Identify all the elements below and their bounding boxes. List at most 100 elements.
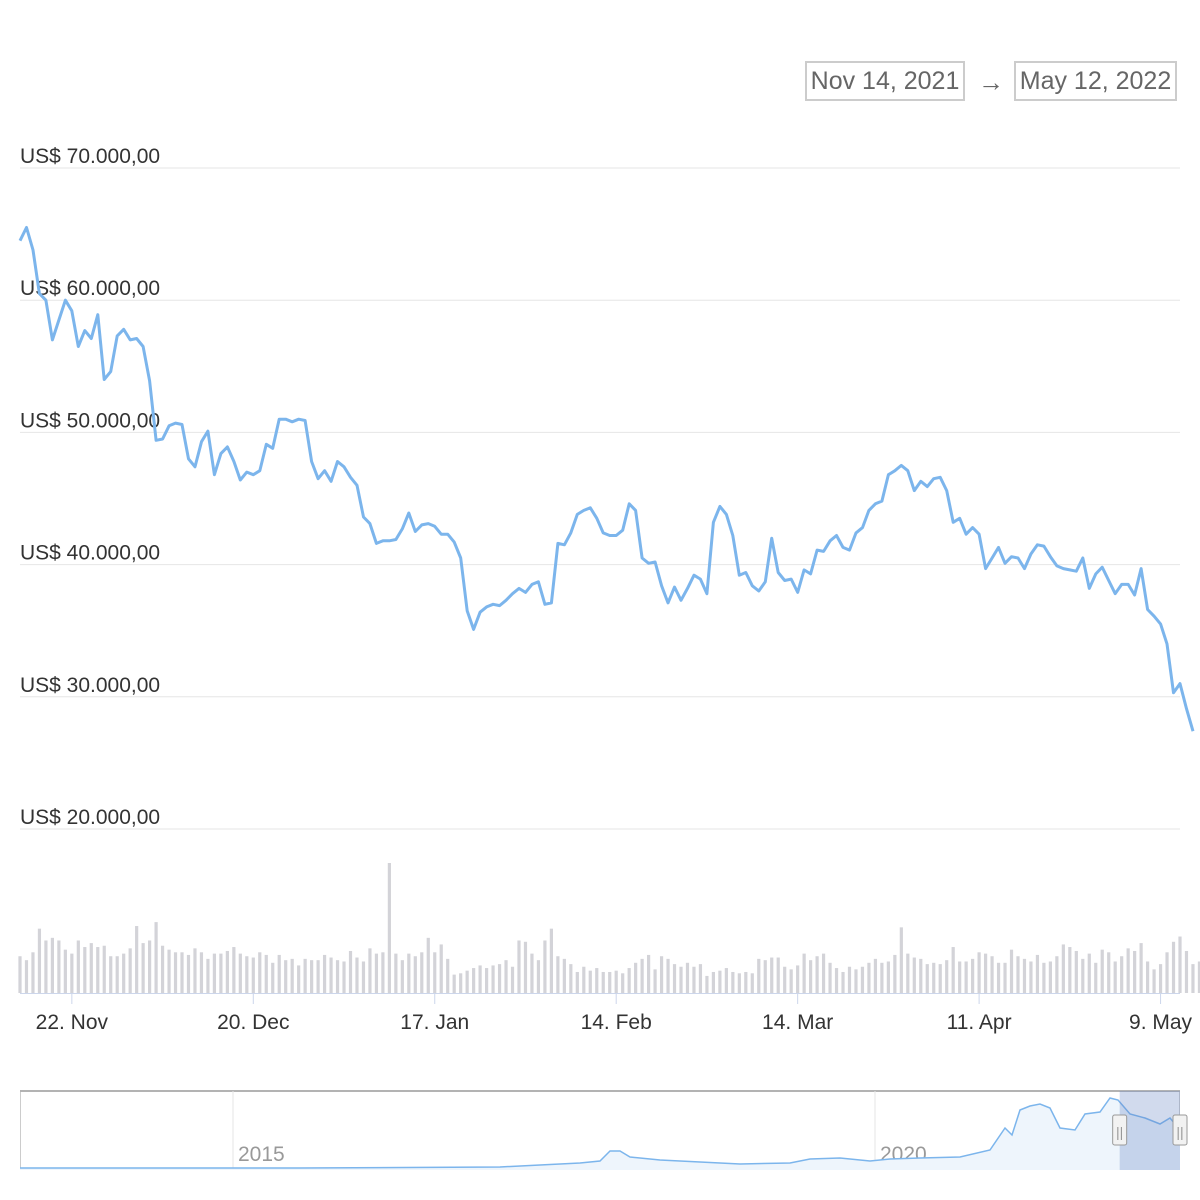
volume-bar (1048, 961, 1052, 993)
volume-bar (1145, 961, 1150, 993)
volume-bar (141, 943, 145, 993)
handle-grip-icon: || (1176, 1124, 1183, 1140)
volume-bar (446, 958, 450, 993)
volume-bar (724, 968, 728, 993)
volume-bar (329, 957, 333, 993)
volume-bar (750, 973, 754, 993)
y-tick-label: US$ 50.000,00 (20, 409, 160, 432)
volume-bar (232, 947, 236, 993)
y-tick-label: US$ 30.000,00 (20, 674, 160, 697)
volume-bar (1133, 950, 1137, 993)
volume-bar (562, 958, 566, 993)
volume-bar (387, 863, 391, 993)
volume-bar (245, 956, 249, 993)
volume-bar (621, 973, 625, 993)
volume-bar (1022, 958, 1027, 993)
volume-bar (271, 962, 275, 993)
volume-bar (647, 954, 651, 993)
volume-bar (1197, 961, 1200, 993)
grid-lines (20, 167, 1180, 830)
volume-bar (1126, 948, 1130, 993)
volume-bar (128, 948, 132, 993)
volume-bar (1042, 962, 1046, 993)
volume-bar (1120, 956, 1124, 993)
y-axis-labels: US$ 70.000,00 US$ 60.000,00 US$ 50.000,00 U… (20, 145, 160, 829)
volume-bar (407, 953, 411, 993)
volume-bar (692, 966, 696, 993)
volume-bar (186, 954, 191, 993)
volume-bar (199, 952, 204, 993)
volume-bar (983, 953, 988, 993)
volume-bar (1068, 947, 1072, 993)
volume-bar (83, 947, 87, 993)
volume-bar (31, 952, 35, 993)
volume-bar (847, 966, 852, 993)
volume-bar (264, 954, 268, 993)
volume-bar (459, 973, 463, 993)
handle-box (1112, 1114, 1128, 1146)
navigator-selection (1119, 1091, 1180, 1170)
y-tick-label: US$ 70.000,00 (20, 145, 160, 168)
volume-bar (478, 965, 482, 993)
range-from-input[interactable]: Nov 14, 2021 (805, 61, 965, 101)
volume-bar (335, 960, 340, 993)
volume-bar (400, 960, 404, 993)
volume-bar (154, 922, 158, 993)
volume-bar (1055, 956, 1059, 993)
navigator-left-handle[interactable]: || (1112, 1114, 1128, 1146)
volume-bar (1191, 964, 1195, 993)
volume-bar (1087, 953, 1091, 993)
volume-bar (556, 956, 560, 993)
volume-bar (193, 948, 197, 993)
volume-bar (102, 945, 106, 993)
volume-bar (737, 973, 741, 993)
volume-bar (115, 956, 119, 993)
volume-bar (886, 961, 890, 993)
volume-bar (1165, 952, 1169, 993)
volume-bar (536, 960, 541, 993)
range-to-input[interactable]: May 12, 2022 (1014, 61, 1177, 101)
price-series[interactable] (18, 226, 1195, 732)
volume-bar (932, 962, 936, 993)
volume-bar (569, 964, 573, 993)
handle-grip-icon: || (1116, 1124, 1123, 1140)
volume-bar (109, 956, 113, 993)
volume-bar (225, 950, 229, 993)
volume-bar (906, 953, 910, 993)
volume-bar (990, 956, 994, 993)
volume-bar (160, 945, 165, 993)
x-tick-label: 14. Feb (581, 1011, 652, 1034)
volume-bar (1107, 952, 1111, 993)
volume-bar (757, 958, 761, 993)
volume-bar (439, 944, 443, 993)
volume-bar (348, 950, 353, 993)
volume-bar (167, 949, 171, 993)
volume-bar (698, 964, 703, 993)
volume-bar (251, 957, 255, 993)
volume-bar (420, 952, 424, 993)
y-tick-label: US$ 40.000,00 (20, 542, 160, 565)
volume-bar (549, 928, 553, 993)
volume-bar (510, 966, 515, 993)
volume-bar (971, 958, 975, 993)
y-tick-label: US$ 20.000,00 (20, 806, 160, 829)
navigator-right-handle[interactable]: || (1172, 1114, 1188, 1146)
volume-bar (627, 968, 631, 993)
navigator[interactable]: 2015 2020|| || (20, 1090, 1188, 1170)
volume-bar (880, 962, 884, 993)
volume-bar (964, 961, 968, 993)
volume-bar (1094, 962, 1098, 993)
volume-bar (834, 968, 839, 993)
volume-bar (634, 962, 638, 993)
volume-bar (465, 970, 469, 993)
volume-bar (951, 947, 955, 993)
volume-bar (945, 960, 949, 993)
volume-bar (135, 926, 139, 993)
volume-bar (1016, 956, 1020, 993)
volume-bar (815, 956, 819, 993)
handle-box (1172, 1114, 1188, 1146)
y-tick-label: US$ 60.000,00 (20, 277, 160, 300)
x-tick-label: 9. May (1129, 1011, 1193, 1034)
volume-bar (601, 971, 605, 993)
